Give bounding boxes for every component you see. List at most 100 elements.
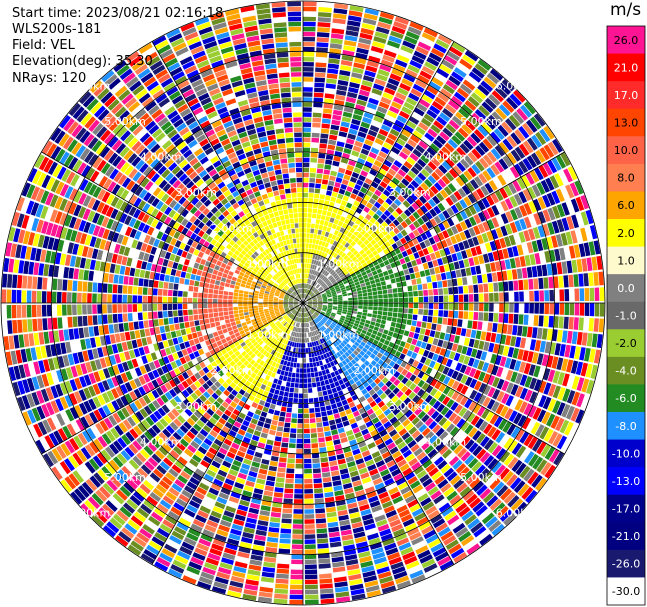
- velocity-gate: [322, 307, 328, 310]
- velocity-gate: [503, 453, 515, 466]
- velocity-gate: [327, 68, 339, 75]
- velocity-gate: [442, 317, 448, 325]
- velocity-gate: [333, 104, 344, 111]
- velocity-gate: [312, 299, 318, 301]
- velocity-gate: [528, 200, 537, 214]
- velocity-gate: [457, 447, 468, 459]
- velocity-gate: [456, 382, 464, 393]
- velocity-gate: [280, 447, 288, 453]
- velocity-gate: [445, 196, 454, 207]
- velocity-gate: [388, 150, 398, 159]
- velocity-gate: [517, 414, 527, 428]
- velocity-gate: [445, 172, 455, 182]
- velocity-gate: [315, 62, 327, 68]
- velocity-gate: [359, 332, 366, 338]
- velocity-gate: [448, 303, 454, 310]
- velocity-gate: [448, 153, 459, 164]
- velocity-gate: [478, 173, 488, 184]
- velocity-gate: [412, 211, 420, 220]
- velocity-gate: [475, 160, 485, 172]
- velocity-gate: [593, 349, 601, 364]
- velocity-gate: [503, 512, 517, 526]
- velocity-gate: [320, 274, 325, 280]
- velocity-gate: [394, 173, 404, 182]
- velocity-gate: [451, 135, 462, 146]
- velocity-gate: [339, 432, 347, 439]
- velocity-gate: [277, 467, 286, 473]
- velocity-gate: [451, 71, 464, 82]
- velocity-gate: [303, 398, 309, 404]
- velocity-gate: [586, 332, 593, 347]
- velocity-gate: [342, 332, 348, 338]
- velocity-gate: [407, 476, 418, 485]
- velocity-gate: [311, 286, 315, 291]
- velocity-gate: [303, 1, 317, 7]
- velocity-gate: [404, 217, 412, 226]
- velocity-gate: [561, 358, 569, 372]
- velocity-gate: [289, 594, 303, 600]
- velocity-gate: [198, 336, 205, 343]
- velocity-gate: [328, 58, 340, 65]
- velocity-gate: [317, 17, 331, 23]
- velocity-gate: [323, 486, 333, 493]
- velocity-gate: [341, 246, 347, 252]
- velocity-gate: [387, 442, 396, 451]
- velocity-gate: [389, 368, 397, 375]
- velocity-gate: [371, 416, 380, 425]
- velocity-gate: [308, 311, 312, 316]
- velocity-gate: [418, 309, 424, 315]
- velocity-gate: [352, 376, 359, 383]
- velocity-gate: [598, 271, 604, 286]
- velocity-gate: [363, 299, 368, 303]
- velocity-gate: [421, 391, 429, 400]
- velocity-rays: [1, 1, 605, 605]
- velocity-gate: [339, 355, 345, 362]
- velocity-gate: [293, 393, 299, 398]
- velocity-gate: [551, 356, 559, 369]
- velocity-gate: [379, 276, 385, 282]
- velocity-gate: [336, 504, 347, 511]
- velocity-gate: [331, 429, 339, 436]
- velocity-gate: [326, 334, 332, 339]
- velocity-gate: [524, 376, 533, 388]
- velocity-gate: [327, 339, 333, 345]
- velocity-gate: [387, 391, 396, 400]
- velocity-gate: [453, 303, 459, 311]
- velocity-gate: [385, 197, 393, 206]
- velocity-gate: [278, 416, 285, 422]
- velocity-gate: [307, 301, 313, 303]
- velocity-gate: [426, 56, 440, 67]
- velocity-gate: [456, 344, 463, 354]
- velocity-gate: [296, 368, 300, 373]
- velocity-gate: [275, 578, 289, 584]
- velocity-gate: [526, 266, 533, 278]
- velocity-gate: [476, 448, 487, 460]
- velocity-gate: [328, 284, 333, 288]
- velocity-gate: [445, 79, 458, 91]
- velocity-gate: [401, 263, 408, 270]
- velocity-gate: [310, 253, 313, 259]
- velocity-gate: [295, 453, 303, 459]
- velocity-gate: [427, 261, 434, 269]
- velocity-gate: [371, 392, 379, 400]
- velocity-gate: [408, 92, 420, 102]
- velocity-gate: [354, 184, 362, 191]
- velocity-gate: [351, 313, 357, 317]
- velocity-gate: [477, 200, 486, 211]
- velocity-gate: [545, 177, 555, 191]
- velocity-gate: [316, 173, 323, 179]
- velocity-gate: [376, 247, 383, 254]
- velocity-gate: [277, 421, 285, 427]
- velocity-gate: [325, 159, 333, 165]
- velocity-gate: [318, 224, 324, 230]
- velocity-gate: [471, 67, 485, 79]
- velocity-gate: [487, 442, 498, 454]
- velocity-gate: [343, 280, 349, 285]
- velocity-gate: [305, 283, 307, 289]
- velocity-gate: [468, 427, 478, 438]
- velocity-gate: [336, 278, 342, 283]
- velocity-gate: [478, 293, 484, 302]
- velocity-gate: [390, 278, 396, 284]
- velocity-gate: [315, 513, 326, 519]
- velocity-gate: [342, 340, 348, 345]
